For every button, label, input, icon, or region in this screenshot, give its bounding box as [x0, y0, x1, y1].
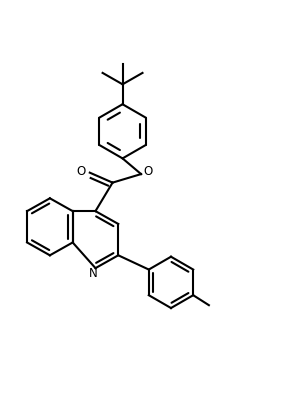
Text: O: O	[77, 165, 86, 178]
Text: O: O	[144, 165, 153, 178]
Text: N: N	[89, 267, 97, 280]
